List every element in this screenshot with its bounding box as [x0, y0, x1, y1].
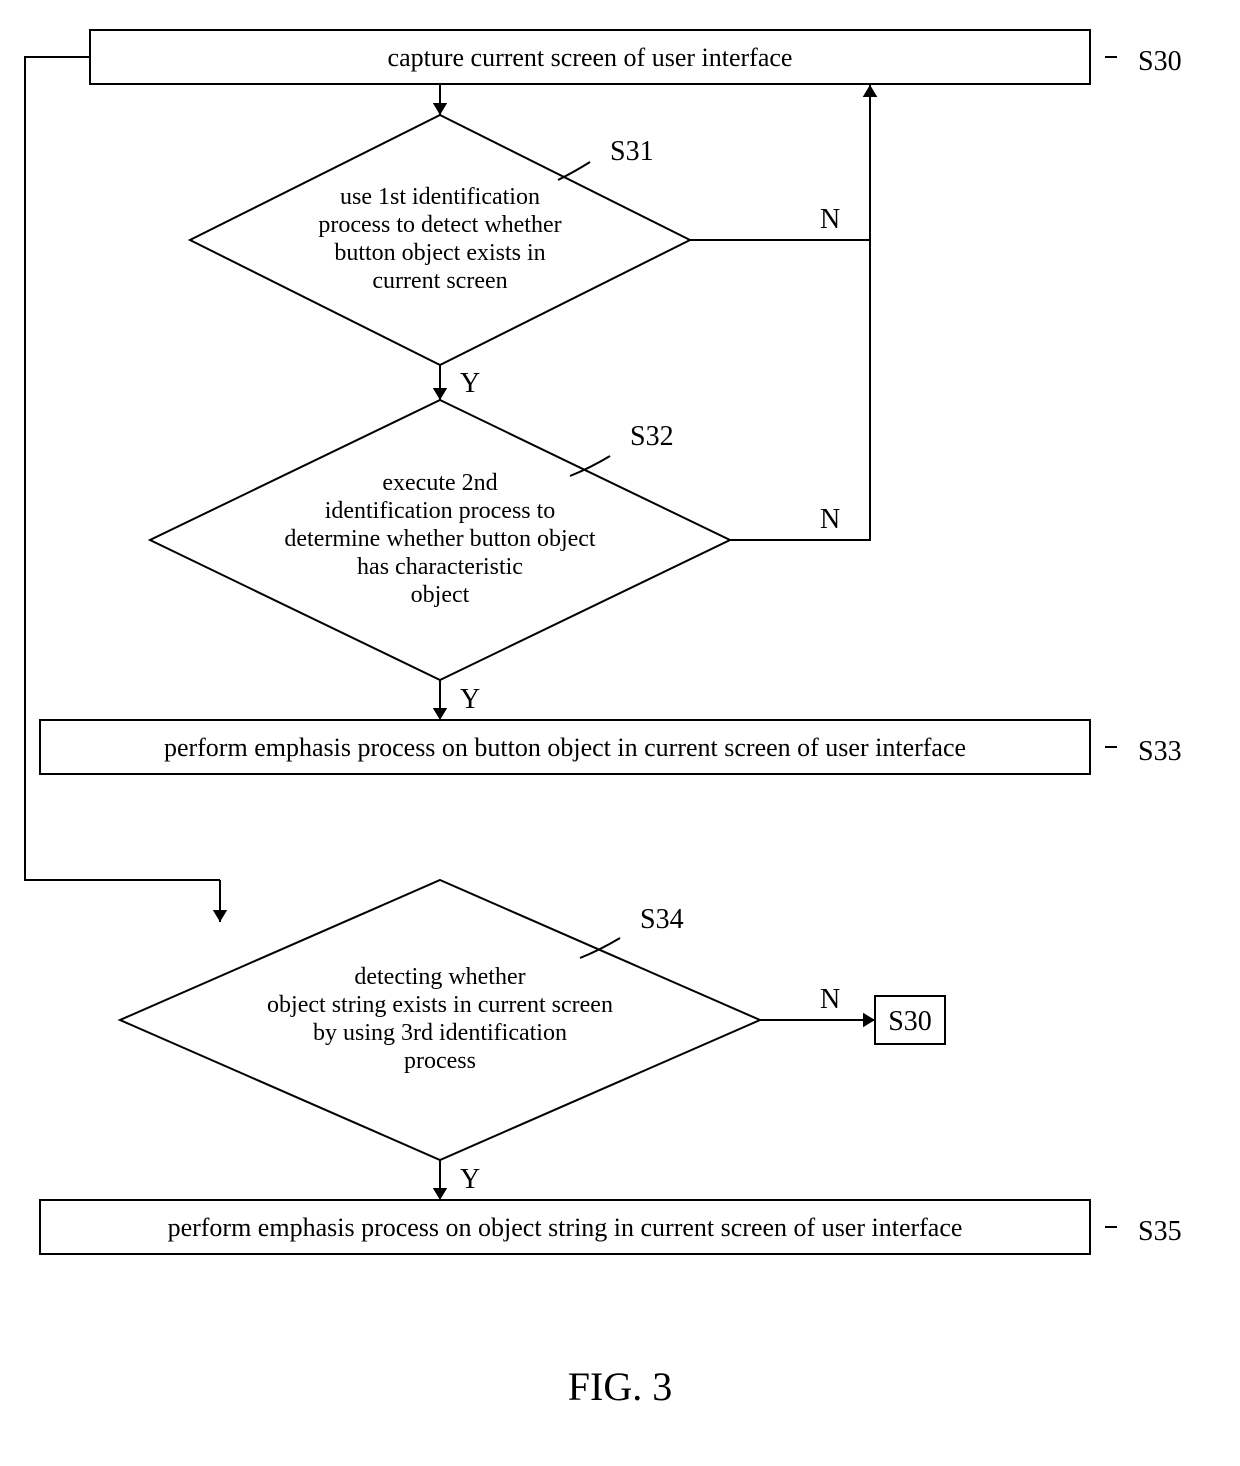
- edge-s32-no: [730, 85, 870, 540]
- decision-text-s32: execute 2ndidentification process todete…: [284, 470, 596, 608]
- process-text-s33: perform emphasis process on button objec…: [164, 733, 966, 762]
- process-text-s35: perform emphasis process on object strin…: [168, 1213, 963, 1242]
- edge-label-s32-no: N: [820, 504, 840, 535]
- step-label-s34: S34: [640, 904, 684, 935]
- edge-label-s32-yes: Y: [460, 684, 480, 715]
- ref-text-s30b: S30: [888, 1006, 932, 1037]
- step-label-s30: S30: [1138, 46, 1182, 77]
- edge-label-s34-yes: Y: [460, 1164, 480, 1195]
- decision-text-s31: use 1st identificationprocess to detect …: [318, 184, 561, 294]
- decision-text-s34: detecting whetherobject string exists in…: [267, 964, 613, 1074]
- step-label-s32: S32: [630, 421, 674, 452]
- step-label-s33: S33: [1138, 736, 1182, 767]
- edge-label-s34-no: N: [820, 984, 840, 1015]
- process-text-s30: capture current screen of user interface: [388, 43, 793, 72]
- step-label-s31: S31: [610, 136, 654, 167]
- edge-label-s31-no: N: [820, 204, 840, 235]
- figure-label: FIG. 3: [568, 1364, 672, 1409]
- step-label-s35: S35: [1138, 1216, 1182, 1247]
- edge-label-s31-yes: Y: [460, 368, 480, 399]
- edge-s31-no: [690, 85, 870, 240]
